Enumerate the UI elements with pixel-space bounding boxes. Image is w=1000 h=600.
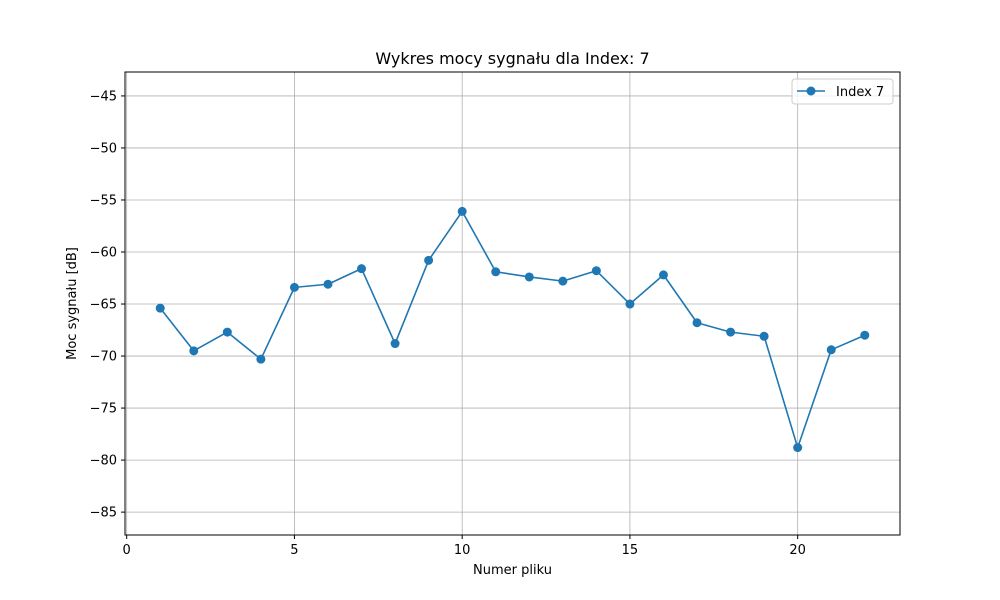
- data-point: [256, 354, 266, 364]
- data-point: [826, 345, 836, 355]
- series-line: [159, 210, 866, 449]
- data-point: [860, 330, 870, 340]
- plot-area-frame: [124, 71, 901, 536]
- y-tick-label: −60: [90, 245, 117, 260]
- y-tick-label: −65: [90, 298, 117, 313]
- legend: Index 7: [791, 78, 894, 105]
- data-point: [457, 206, 467, 216]
- data-point: [289, 282, 299, 292]
- y-tick-label: −55: [90, 193, 117, 208]
- y-tick-label: −85: [90, 506, 117, 521]
- y-axis-ticks: −45 −50 −55 −60 −65 −70 −75 −80 −85: [90, 89, 125, 521]
- y-axis-title: Moc sygnału [dB]: [65, 247, 80, 360]
- y-tick-label: −75: [90, 402, 117, 417]
- data-point: [726, 327, 736, 337]
- y-tick-label: −70: [90, 350, 117, 365]
- data-point: [692, 318, 702, 328]
- data-point: [625, 299, 635, 309]
- data-point: [524, 272, 534, 282]
- data-point: [390, 339, 400, 349]
- data-point: [558, 276, 568, 286]
- data-point: [793, 443, 803, 453]
- data-point: [189, 346, 199, 356]
- y-tick-label: −45: [90, 89, 117, 104]
- legend-box: [791, 78, 894, 105]
- x-tick-label: 20: [789, 543, 806, 558]
- y-tick-label: −50: [90, 141, 117, 156]
- data-point: [323, 279, 333, 289]
- legend-label: Index 7: [836, 85, 884, 100]
- data-point: [155, 303, 165, 313]
- x-tick-label: 10: [454, 543, 471, 558]
- y-tick-label: −80: [90, 454, 117, 469]
- data-point: [759, 331, 769, 341]
- chart-title: Wykres mocy sygnału dla Index: 7: [375, 49, 649, 68]
- data-point: [222, 327, 232, 337]
- data-point: [591, 266, 601, 276]
- x-tick-label: 5: [290, 543, 298, 558]
- x-tick-label: 0: [123, 543, 131, 558]
- data-point: [491, 267, 501, 277]
- series-layer: [155, 206, 870, 453]
- x-axis-ticks: 0 5 10 15 20: [123, 535, 806, 558]
- x-axis-title: Numer pliku: [473, 563, 552, 578]
- data-point: [658, 270, 668, 280]
- data-point: [357, 264, 367, 274]
- legend-marker-swatch: [806, 86, 816, 96]
- data-point: [424, 255, 434, 265]
- x-tick-label: 15: [622, 543, 639, 558]
